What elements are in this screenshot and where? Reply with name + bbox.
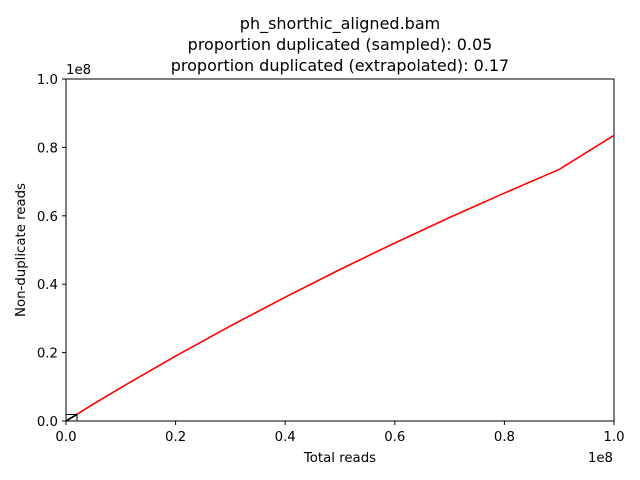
plot-area [65, 78, 615, 422]
series-line-0 [65, 134, 615, 422]
y-tick-label: 0.2 [37, 347, 58, 362]
x-tick-label: 0.4 [275, 430, 296, 445]
x-tick-label: 0.6 [384, 430, 405, 445]
x-axis-ticks: 0.0 0.2 0.4 0.6 0.8 1.0 [55, 421, 625, 445]
x-tick-label: 0.8 [494, 430, 515, 445]
y-tick-label: 0.8 [37, 141, 58, 156]
series-line-1 [65, 413, 78, 422]
y-axis-ticks: 0.0 0.2 0.4 0.6 0.8 1.0 [37, 73, 66, 430]
y-tick-label: 0.0 [37, 415, 58, 430]
series-layer [65, 134, 615, 422]
x-scale-label: 1e8 [588, 451, 613, 466]
x-tick-label: 0.0 [55, 430, 76, 445]
plot-frame [65, 78, 615, 422]
y-tick-label: 1.0 [37, 73, 58, 88]
y-tick-label: 0.6 [37, 210, 58, 225]
y-tick-label: 0.4 [37, 278, 58, 293]
chart-subtitle-extrapolated: proportion duplicated (extrapolated): 0.… [171, 56, 509, 75]
sampled-region-box [65, 414, 78, 422]
x-tick-label: 1.0 [603, 430, 624, 445]
chart-subtitle-sampled: proportion duplicated (sampled): 0.05 [188, 35, 493, 54]
chart-title: ph_shorthic_aligned.bam [240, 14, 440, 34]
y-axis-label: Non-duplicate reads [14, 183, 29, 317]
y-scale-label: 1e8 [66, 63, 91, 78]
x-tick-label: 0.2 [165, 430, 186, 445]
x-axis-label: Total reads [303, 451, 376, 466]
